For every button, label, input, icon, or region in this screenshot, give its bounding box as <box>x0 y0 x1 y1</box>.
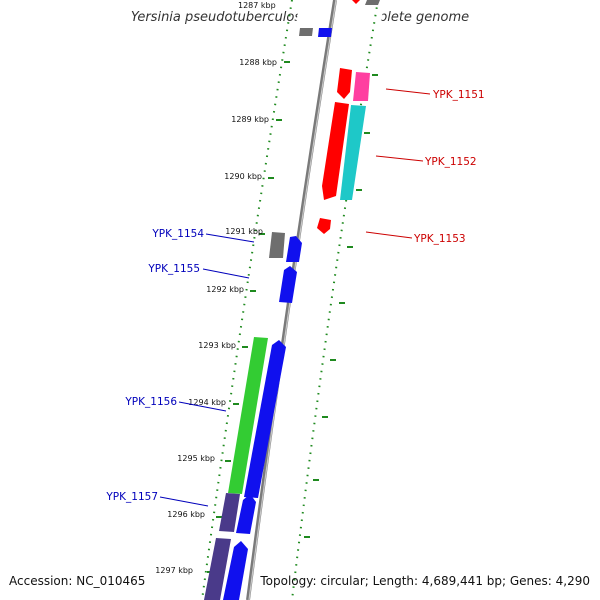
gene-arrow-ypk-1150 <box>352 0 360 4</box>
kbp-label: 1295 kbp <box>177 454 215 463</box>
gene-arrow-ypk-1156a <box>228 337 268 494</box>
kbp-label: 1288 kbp <box>239 58 277 67</box>
kbp-label: 1289 kbp <box>231 115 269 124</box>
gene-label-ypk-1151: YPK_1151 <box>432 89 485 101</box>
gene-arrow-ypk-1154 <box>286 236 302 262</box>
kbp-label: 1291 kbp <box>225 227 263 236</box>
gene-arrow-ypk-1153 <box>317 218 331 234</box>
gene-arrow-ypk-1154a <box>269 232 285 258</box>
gene-label-ypk-1153: YPK_1153 <box>413 233 466 245</box>
gene-arrow-bottom-blue <box>223 541 248 600</box>
gene-label-ypk-1156: YPK_1156 <box>124 396 177 408</box>
gene-arrow-top-blue <box>318 28 332 37</box>
kbp-ticks <box>207 61 290 573</box>
accession-text: Accession: NC_010465 <box>9 574 146 588</box>
gene-arrow-bottom-purple <box>204 538 231 600</box>
gene-arrow-top-gray <box>299 28 313 36</box>
leader-ypk-1153 <box>365 231 413 239</box>
label-leaders <box>159 88 431 507</box>
gene-arrow-ypk-1157a <box>219 493 240 532</box>
forward-strand-genes <box>317 0 380 234</box>
leader-ypk-1154 <box>205 233 255 243</box>
gene-label-group: YPK_1151 YPK_1152 YPK_1153 YPK_1154 YPK_… <box>105 89 484 503</box>
reverse-strand-genes <box>204 28 332 600</box>
kbp-label: 1290 kbp <box>224 172 262 181</box>
leader-ypk-1151 <box>385 88 431 95</box>
gene-arrow-ypk-1155 <box>279 266 297 303</box>
gene-arrow-ypk-1152a <box>322 102 349 200</box>
gene-arrow-gray-top-right <box>365 0 380 5</box>
kbp-label: 1292 kbp <box>206 285 244 294</box>
gene-label-ypk-1157: YPK_1157 <box>105 491 158 503</box>
gene-arrow-ypk-1152 <box>340 105 366 200</box>
gene-arrow-ypk-1151a <box>337 68 352 99</box>
gene-label-ypk-1155: YPK_1155 <box>147 263 200 275</box>
gene-arrow-ypk-1157 <box>236 494 256 534</box>
gene-arrow-ypk-1151 <box>353 72 370 101</box>
leader-ypk-1152 <box>375 155 424 162</box>
kbp-label: 1297 kbp <box>155 566 193 575</box>
leader-ypk-1157 <box>159 496 209 507</box>
kbp-label: 1294 kbp <box>188 398 226 407</box>
topology-summary: Topology: circular; Length: 4,689,441 bp… <box>260 574 590 588</box>
kbp-label-group: 1287 kbp 1288 kbp 1289 kbp 1290 kbp 1291… <box>155 1 277 575</box>
outer-ticks <box>304 74 378 538</box>
leader-ypk-1155 <box>202 268 250 279</box>
kbp-label: 1293 kbp <box>198 341 236 350</box>
gene-label-ypk-1152: YPK_1152 <box>424 156 477 168</box>
gene-arrow-ypk-1156 <box>244 340 286 498</box>
gene-label-ypk-1154: YPK_1154 <box>151 228 204 240</box>
kbp-label: 1287 kbp <box>238 1 276 10</box>
kbp-label: 1296 kbp <box>167 510 205 519</box>
leader-ypk-1156 <box>178 401 227 412</box>
